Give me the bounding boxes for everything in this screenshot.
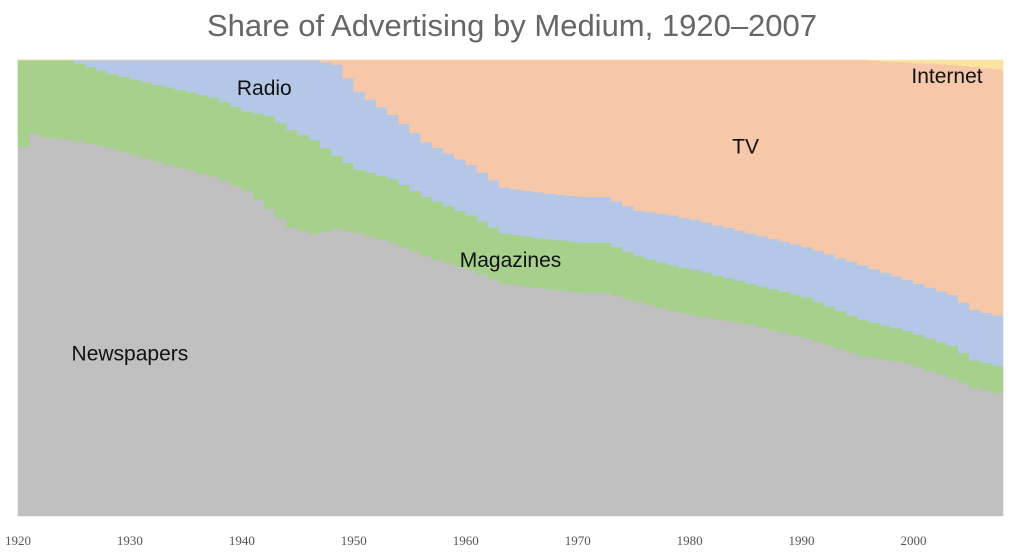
- area-internet: [18, 59, 1004, 70]
- x-tick-1990: 1990: [789, 533, 815, 548]
- x-tick-2000: 2000: [901, 533, 927, 548]
- x-tick-1970: 1970: [565, 533, 591, 548]
- x-tick-1940: 1940: [229, 533, 255, 548]
- x-tick-1950: 1950: [341, 533, 367, 548]
- label-radio: Radio: [237, 77, 292, 100]
- label-internet: Internet: [911, 65, 982, 88]
- chart-title: Share of Advertising by Medium, 1920–200…: [206, 8, 818, 43]
- label-newspapers: Newspapers: [72, 343, 189, 366]
- x-tick-1930: 1930: [117, 533, 143, 548]
- x-tick-1960: 1960: [453, 533, 479, 548]
- stacked-areas: [17, 59, 1004, 517]
- x-tick-1980: 1980: [677, 533, 703, 548]
- label-magazines: Magazines: [460, 249, 562, 272]
- x-tick-1920: 1920: [5, 533, 31, 548]
- series-labels: Newspapers Magazines Radio TV Internet: [72, 65, 983, 366]
- x-axis-ticks: 1920 1930 1940 1950 1960 1970 1980 1990 2000: [5, 533, 927, 548]
- label-tv: TV: [732, 136, 759, 159]
